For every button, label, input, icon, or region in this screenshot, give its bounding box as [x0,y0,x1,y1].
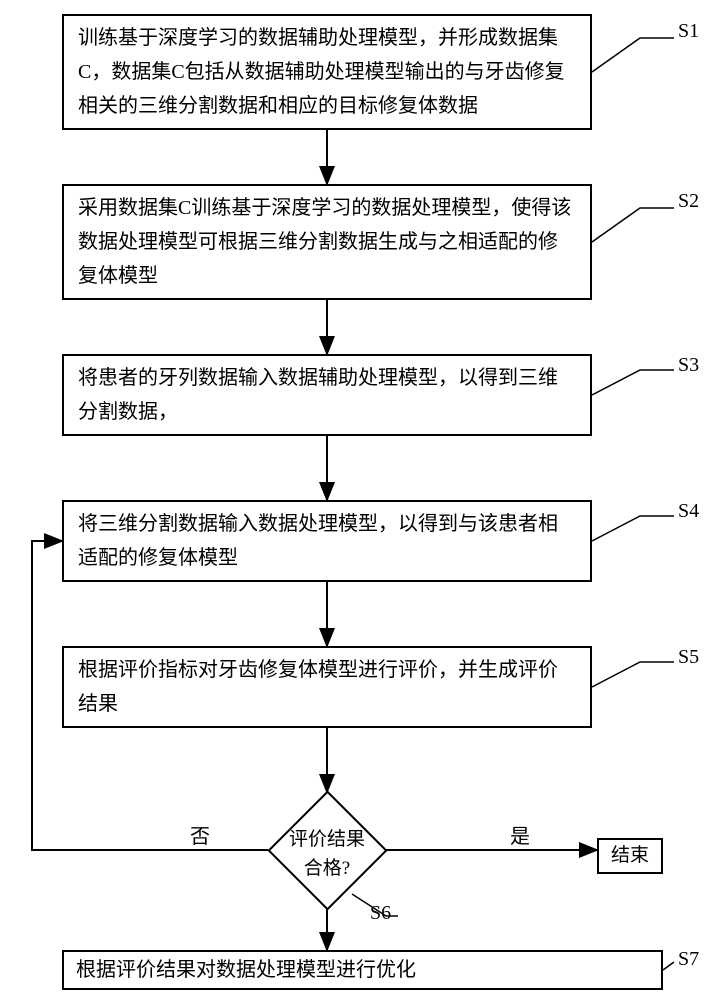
edge-no-label: 否 [190,820,210,849]
step-s1-text: 训练基于深度学习的数据辅助处理模型，并形成数据集C，数据集C包括从数据辅助处理模… [78,21,576,123]
label-s4: S4 [678,500,699,523]
decision-line2: 合格? [304,858,350,879]
step-s5: 根据评价指标对牙齿修复体模型进行评价，并生成评价结果 [62,646,592,728]
label-s5: S5 [678,646,699,669]
decision-text: 评价结果 合格? [267,826,387,883]
end-text: 结束 [611,840,649,872]
decision-line1: 评价结果 [289,829,365,850]
label-s2: S2 [678,190,699,213]
step-s2-text: 采用数据集C训练基于深度学习的数据处理模型，使得该数据处理模型可根据三维分割数据… [78,191,576,293]
decision-s6: 评价结果 合格? [267,790,387,910]
step-s1: 训练基于深度学习的数据辅助处理模型，并形成数据集C，数据集C包括从数据辅助处理模… [62,14,592,130]
step-s4-text: 将三维分割数据输入数据处理模型，以得到与该患者相适配的修复体模型 [78,507,576,575]
label-s1: S1 [678,20,699,43]
step-s3-text: 将患者的牙列数据输入数据辅助处理模型，以得到三维分割数据， [78,361,576,429]
step-s7: 根据评价结果对数据处理模型进行优化 [62,950,663,990]
step-s3: 将患者的牙列数据输入数据辅助处理模型，以得到三维分割数据， [62,354,592,436]
edge-yes-label: 是 [510,820,530,849]
step-s4: 将三维分割数据输入数据处理模型，以得到与该患者相适配的修复体模型 [62,500,592,582]
label-s3: S3 [678,354,699,377]
step-s7-text: 根据评价结果对数据处理模型进行优化 [76,953,416,987]
step-s2: 采用数据集C训练基于深度学习的数据处理模型，使得该数据处理模型可根据三维分割数据… [62,184,592,300]
label-s7: S7 [678,948,699,971]
step-s5-text: 根据评价指标对牙齿修复体模型进行评价，并生成评价结果 [78,653,576,721]
label-s6: S6 [370,902,391,925]
end-box: 结束 [597,838,663,874]
